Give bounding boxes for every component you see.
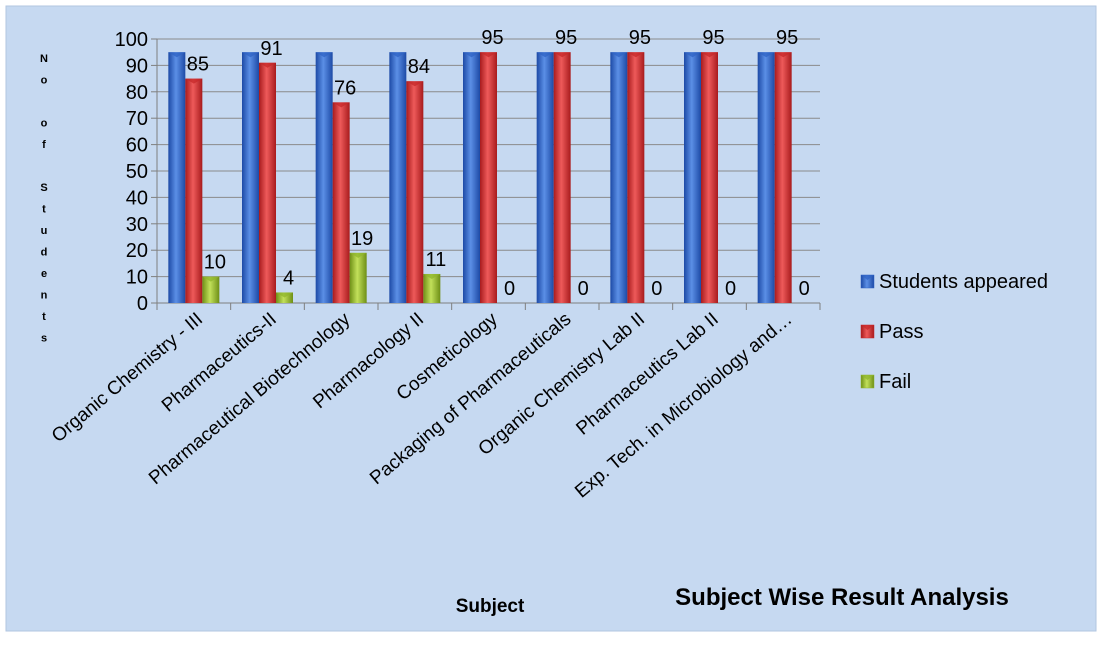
data-label: 91: [260, 38, 282, 60]
bar-top-bevel: [701, 52, 718, 58]
bar-students-appeared: [463, 52, 480, 304]
y-axis-title-letter: e: [41, 268, 47, 280]
data-label: 0: [504, 278, 515, 300]
bar-top-bevel: [423, 273, 441, 279]
y-axis-title-letter: o: [41, 118, 48, 130]
data-label: 0: [578, 278, 589, 300]
y-tick-label: 50: [126, 161, 148, 183]
x-axis-title: Subject: [456, 596, 525, 617]
bar-top-bevel: [185, 78, 203, 84]
bar-pass: [406, 81, 424, 304]
bar-fail: [349, 252, 367, 303]
data-label: 84: [408, 56, 430, 78]
bar-students-appeared: [389, 52, 407, 304]
legend: Students appeared Pass Fail: [860, 271, 1048, 393]
y-tick-label: 80: [126, 82, 148, 104]
bar-fail: [423, 273, 441, 303]
bar-pass: [627, 52, 645, 304]
bar-pass: [553, 52, 571, 304]
bar-top-bevel: [553, 52, 571, 58]
bar-top-bevel: [463, 52, 480, 58]
bars: [168, 52, 792, 304]
bar-pass: [259, 62, 276, 304]
y-axis-title-letter: d: [41, 247, 48, 259]
y-tick-label: 30: [126, 214, 148, 236]
legend-label: Students appeared: [879, 271, 1048, 293]
data-labels: 85 91 76 84 95 95 95 95 95 10 4 19 11 0 0 0 0 0: [187, 27, 810, 300]
bar-top-bevel: [242, 52, 259, 58]
y-axis-title-letter: N: [40, 53, 48, 65]
legend-label: Fail: [879, 371, 911, 393]
bar-pass: [185, 78, 203, 303]
chart-title: Subject Wise Result Analysis: [675, 584, 1009, 611]
bar-pass: [332, 102, 350, 303]
bar-students-appeared: [536, 52, 554, 304]
legend-swatch-bevel: [861, 325, 874, 330]
bar-students-appeared: [610, 52, 628, 304]
bar-top-bevel: [349, 252, 367, 258]
data-label: 10: [204, 252, 226, 274]
bar-top-bevel: [610, 52, 628, 58]
data-label: 19: [351, 228, 373, 250]
data-label: 85: [187, 54, 209, 76]
bar-fail: [276, 292, 293, 303]
y-tick-label: 60: [126, 135, 148, 157]
data-label: 95: [555, 27, 577, 49]
bar-top-bevel: [259, 62, 276, 68]
data-label: 95: [629, 27, 651, 49]
y-tick-label: 70: [126, 108, 148, 130]
data-label: 0: [799, 278, 810, 300]
y-tick-label: 0: [137, 293, 148, 315]
bar-pass: [480, 52, 497, 304]
bar-top-bevel: [757, 52, 775, 58]
bar-top-bevel: [684, 52, 701, 58]
y-tick-label: 10: [126, 267, 148, 289]
bar-pass: [774, 52, 792, 304]
y-axis-title-letter: u: [41, 225, 48, 237]
bar-fail: [202, 276, 220, 303]
data-label: 95: [481, 27, 503, 49]
y-tick-label: 20: [126, 240, 148, 262]
bar-top-bevel: [202, 276, 220, 282]
legend-swatch-bevel: [861, 375, 874, 380]
data-label: 0: [651, 278, 662, 300]
y-tick-label: 90: [126, 55, 148, 77]
bar-students-appeared: [242, 52, 259, 304]
bar-top-bevel: [480, 52, 497, 58]
bar-top-bevel: [627, 52, 645, 58]
bar-top-bevel: [332, 102, 350, 108]
y-axis-title-letter: t: [42, 311, 46, 323]
data-label: 4: [283, 267, 294, 289]
data-label: 76: [334, 77, 356, 99]
bar-top-bevel: [168, 52, 186, 58]
y-axis-title-letter: o: [41, 75, 48, 87]
bar-top-bevel: [315, 52, 333, 58]
bar-students-appeared: [168, 52, 186, 304]
bar-students-appeared: [684, 52, 701, 304]
bar-top-bevel: [389, 52, 407, 58]
y-tick-label: 40: [126, 187, 148, 209]
data-label: 0: [725, 278, 736, 300]
data-label: 95: [702, 27, 724, 49]
y-axis-title-letter: f: [42, 139, 46, 151]
bar-top-bevel: [276, 292, 293, 298]
y-axis-title-letter: s: [41, 333, 47, 345]
y-tick-label: 100: [115, 29, 148, 51]
y-axis-title-letter: S: [40, 182, 47, 194]
data-label: 95: [776, 27, 798, 49]
bar-top-bevel: [536, 52, 554, 58]
bar-students-appeared: [315, 52, 333, 304]
legend-label: Pass: [879, 321, 923, 343]
legend-swatch-bevel: [861, 275, 874, 280]
bar-top-bevel: [774, 52, 792, 58]
y-axis-title-letter: n: [41, 290, 48, 302]
bar-students-appeared: [757, 52, 775, 304]
data-label: 11: [425, 249, 446, 271]
bar-top-bevel: [406, 81, 424, 87]
bar-pass: [701, 52, 718, 304]
y-axis-title-letter: t: [42, 204, 46, 216]
